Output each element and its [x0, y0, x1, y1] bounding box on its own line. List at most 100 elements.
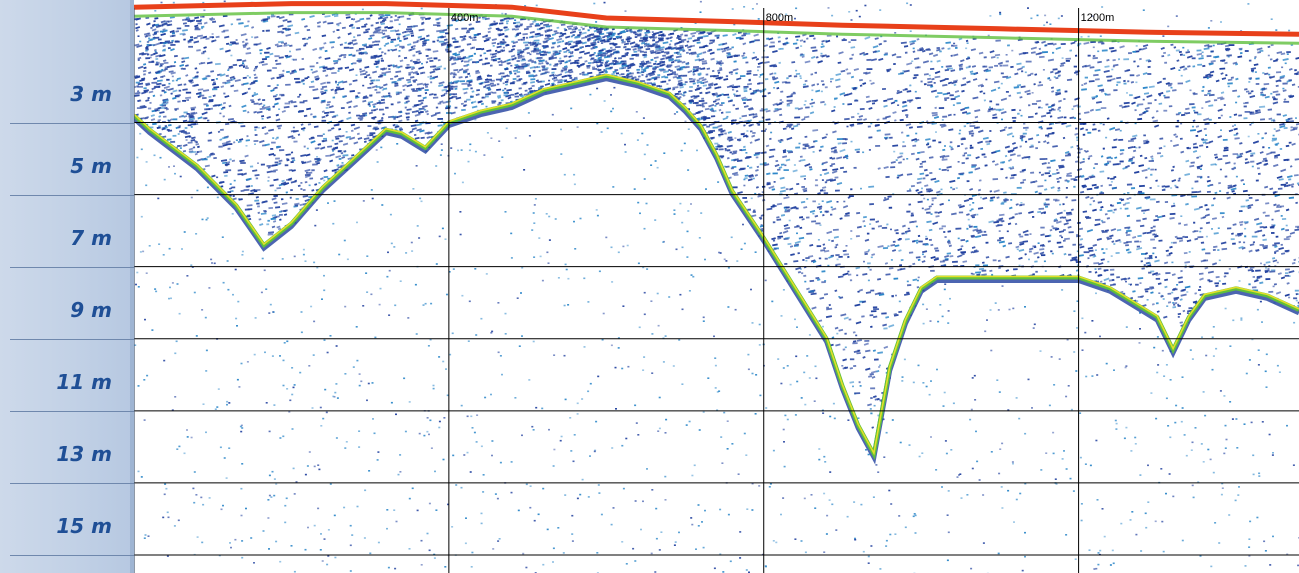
noise-speck: [775, 541, 778, 544]
noise-speck: [930, 213, 933, 215]
echo-speck: [1097, 267, 1102, 271]
noise-speck: [1063, 450, 1065, 452]
noise-speck: [755, 374, 758, 376]
noise-speck: [1065, 187, 1068, 189]
echo-speck: [503, 17, 510, 20]
noise-speck: [1238, 280, 1241, 282]
noise-speck: [611, 281, 614, 283]
noise-speck: [1113, 369, 1115, 371]
echo-speck: [802, 85, 809, 89]
echo-speck: [855, 235, 860, 238]
echo-speck: [526, 52, 530, 55]
echo-speck: [667, 46, 671, 49]
echo-speck: [906, 210, 911, 213]
noise-speck: [390, 401, 393, 404]
echo-speck: [692, 68, 696, 71]
echo-speck: [1021, 156, 1026, 160]
noise-speck: [265, 402, 268, 404]
echo-speck: [369, 81, 374, 85]
noise-speck: [1053, 384, 1056, 386]
echo-speck: [936, 59, 941, 63]
echo-speck: [1062, 203, 1065, 206]
noise-speck: [1163, 94, 1166, 97]
noise-speck: [506, 22, 509, 25]
noise-speck: [1000, 486, 1003, 488]
echo-speck: [901, 232, 905, 235]
noise-speck: [914, 514, 917, 517]
noise-speck: [145, 161, 148, 163]
echo-speck: [1018, 52, 1025, 56]
noise-speck: [820, 52, 823, 55]
noise-speck: [1153, 346, 1156, 349]
noise-speck: [570, 107, 573, 110]
noise-speck: [291, 428, 294, 430]
noise-speck: [1057, 17, 1060, 20]
noise-speck: [499, 355, 502, 357]
echo-speck: [930, 67, 935, 70]
echo-speck: [178, 89, 182, 92]
noise-speck: [870, 545, 873, 547]
noise-speck: [457, 71, 460, 73]
noise-speck: [1235, 101, 1238, 104]
noise-speck: [672, 365, 675, 367]
echo-speck: [255, 177, 259, 180]
echo-speck: [912, 76, 917, 80]
noise-speck: [275, 138, 278, 140]
noise-speck: [551, 113, 554, 116]
echo-speck: [632, 47, 637, 51]
noise-speck: [825, 39, 828, 42]
noise-speck: [333, 396, 336, 398]
echo-speck: [796, 123, 801, 126]
noise-speck: [679, 293, 682, 296]
echo-speck: [718, 148, 724, 151]
echo-speck: [965, 239, 969, 243]
noise-speck: [643, 178, 646, 180]
echo-speck: [432, 67, 437, 71]
noise-speck: [533, 204, 536, 206]
echo-speck: [915, 189, 919, 192]
noise-speck: [817, 239, 820, 241]
noise-speck: [642, 369, 645, 371]
noise-speck: [1207, 176, 1210, 178]
noise-speck: [906, 280, 909, 283]
echo-speck: [390, 29, 397, 32]
noise-speck: [183, 452, 186, 455]
noise-speck: [533, 256, 536, 258]
echo-speck: [749, 141, 753, 144]
echo-speck: [290, 189, 293, 192]
echo-speck: [243, 82, 249, 86]
noise-speck: [1053, 76, 1056, 78]
noise-speck: [195, 335, 198, 337]
noise-speck: [154, 10, 157, 12]
noise-speck: [491, 454, 493, 457]
noise-speck: [835, 265, 838, 267]
noise-speck: [147, 535, 150, 537]
echo-speck: [911, 137, 918, 142]
noise-speck: [376, 161, 379, 163]
noise-speck: [1288, 296, 1291, 299]
noise-speck: [230, 54, 233, 57]
noise-speck: [571, 514, 574, 517]
noise-speck: [943, 288, 946, 291]
noise-speck: [697, 504, 700, 506]
noise-speck: [268, 312, 271, 314]
noise-speck: [1285, 224, 1288, 227]
echo-speck: [322, 139, 328, 143]
noise-speck: [800, 45, 803, 47]
depth-tick-label: 3 m: [70, 81, 112, 106]
noise-speck: [286, 388, 289, 390]
noise-speck: [917, 364, 920, 367]
noise-speck: [664, 499, 667, 501]
noise-speck: [289, 50, 291, 53]
echo-speck: [1142, 44, 1149, 48]
noise-speck: [335, 383, 338, 385]
noise-speck: [1139, 474, 1142, 476]
noise-speck: [624, 143, 626, 146]
echo-speck: [1214, 153, 1218, 156]
noise-speck: [686, 230, 689, 233]
noise-speck: [521, 434, 523, 437]
echo-speck: [394, 43, 400, 48]
noise-speck: [1199, 155, 1201, 158]
echo-speck: [369, 14, 373, 17]
echo-speck: [1005, 90, 1009, 93]
